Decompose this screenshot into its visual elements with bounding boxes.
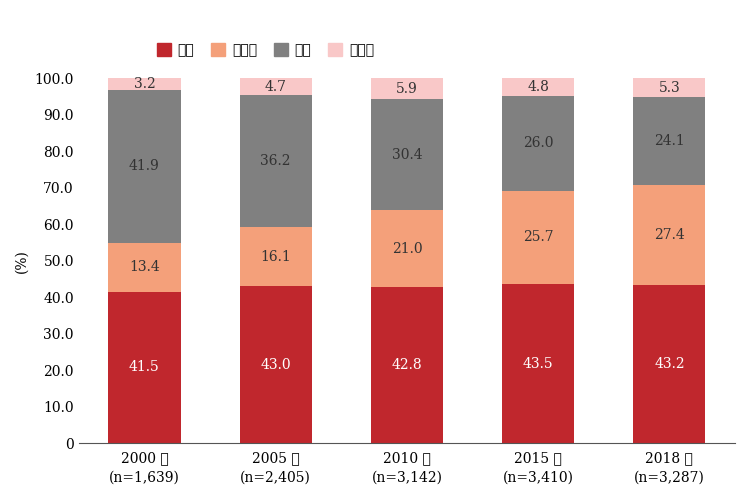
Text: 36.2: 36.2: [260, 154, 291, 168]
Bar: [108, 90, 181, 242]
Bar: [239, 96, 312, 228]
Bar: [370, 78, 443, 100]
Bar: [502, 284, 574, 443]
Bar: [633, 78, 706, 98]
Text: 5.3: 5.3: [658, 81, 680, 95]
Bar: [502, 78, 574, 96]
Bar: [108, 242, 181, 292]
Text: 26.0: 26.0: [523, 136, 554, 150]
Text: 24.1: 24.1: [654, 134, 685, 148]
Y-axis label: (%): (%): [15, 248, 29, 272]
Bar: [108, 78, 181, 90]
Bar: [239, 78, 312, 96]
Bar: [370, 100, 443, 210]
Text: 27.4: 27.4: [654, 228, 685, 242]
Text: 16.1: 16.1: [260, 250, 291, 264]
Text: 43.0: 43.0: [260, 358, 291, 372]
Text: 4.8: 4.8: [527, 80, 549, 94]
Text: 4.7: 4.7: [265, 80, 286, 94]
Text: 41.9: 41.9: [129, 160, 160, 173]
Text: 25.7: 25.7: [523, 230, 554, 244]
Bar: [370, 287, 443, 443]
Text: 3.2: 3.2: [134, 77, 155, 91]
Bar: [502, 96, 574, 190]
Bar: [239, 286, 312, 443]
Bar: [633, 98, 706, 186]
Text: 43.2: 43.2: [654, 358, 685, 372]
Text: 21.0: 21.0: [392, 242, 422, 256]
Text: 41.5: 41.5: [129, 360, 160, 374]
Bar: [370, 210, 443, 287]
Bar: [502, 190, 574, 284]
Text: 43.5: 43.5: [523, 357, 554, 371]
Text: 13.4: 13.4: [129, 260, 160, 274]
Text: 30.4: 30.4: [392, 148, 422, 162]
Bar: [633, 186, 706, 286]
Bar: [239, 228, 312, 286]
Text: 42.8: 42.8: [392, 358, 422, 372]
Legend: 欧州, アジア, 北米, その他: 欧州, アジア, 北米, その他: [152, 38, 380, 62]
Text: 5.9: 5.9: [396, 82, 418, 96]
Bar: [108, 292, 181, 443]
Bar: [633, 286, 706, 443]
